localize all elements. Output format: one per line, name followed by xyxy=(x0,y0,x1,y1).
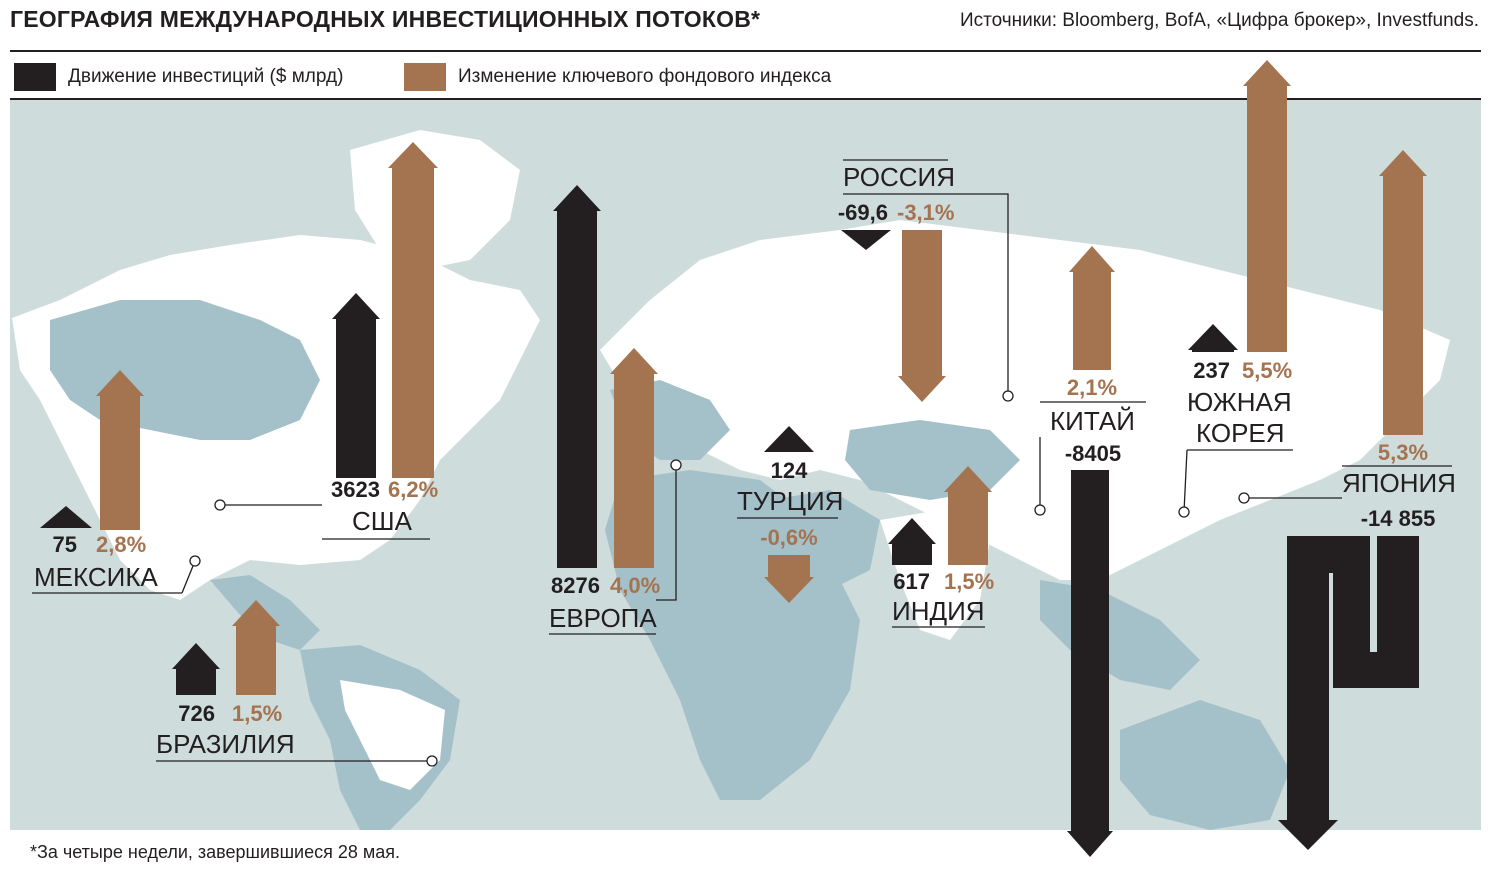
source-note: Источники: Bloomberg, BofA, «Цифра броке… xyxy=(959,10,1479,31)
bar-investment-china xyxy=(1067,470,1113,857)
leader-japan-dot xyxy=(1238,492,1250,504)
bar-investment-brazil xyxy=(172,643,220,695)
value-index-brazil: 1,5% xyxy=(232,701,282,726)
bars xyxy=(40,60,1427,857)
bar-index-mexico xyxy=(96,370,144,530)
label-brazil: БРАЗИЛИЯ xyxy=(156,729,295,759)
label-japan: ЯПОНИЯ xyxy=(1342,468,1456,498)
bar-index-russia xyxy=(898,230,946,402)
label-india: ИНДИЯ xyxy=(892,596,985,626)
leader-russia-dot xyxy=(1002,390,1014,402)
bar-index-usa xyxy=(388,142,438,478)
bar-index-europe xyxy=(610,348,658,568)
value-index-mexico: 2,8% xyxy=(96,532,146,557)
value-index-europe: 4,0% xyxy=(610,573,660,598)
labels: 75 2,8% МЕКСИКА 3623 6,2% США 726 1,5% БРАЗИЛИЯ 8… xyxy=(34,162,1456,759)
bar-index-japan xyxy=(1379,150,1427,435)
leader-korea-dot xyxy=(1178,506,1190,518)
bar-index-korea xyxy=(1243,60,1291,352)
legend-label-index: Изменение ключевого фондового индекса xyxy=(458,66,832,87)
value-index-usa: 6,2% xyxy=(388,477,438,502)
value-investment-europe: 8276 xyxy=(551,573,600,598)
value-investment-india: 617 xyxy=(893,569,930,594)
leader-russia xyxy=(843,193,1009,396)
label-usa: США xyxy=(352,506,413,536)
chart-title: ГЕОГРАФИЯ МЕЖДУНАРОДНЫХ ИНВЕСТИЦИОННЫХ П… xyxy=(10,6,761,32)
legend-label-investment: Движение инвестиций ($ млрд) xyxy=(68,66,344,87)
label-korea-line2: КОРЕЯ xyxy=(1196,418,1285,448)
leader-brazil-dot xyxy=(426,755,438,767)
label-turkey: ТУРЦИЯ xyxy=(737,486,843,516)
value-index-india: 1,5% xyxy=(944,569,994,594)
leader-europe xyxy=(656,465,677,601)
label-korea-line1: ЮЖНАЯ xyxy=(1187,387,1292,417)
label-europe: ЕВРОПА xyxy=(549,603,657,633)
bar-investment-korea xyxy=(1188,324,1238,352)
label-china: КИТАЙ xyxy=(1050,406,1135,436)
leader-europe-dot xyxy=(670,459,682,471)
leader-usa-dot xyxy=(214,499,226,511)
leader-mexico xyxy=(181,560,196,594)
leader-mexico-dot xyxy=(189,555,201,567)
value-index-turkey: -0,6% xyxy=(760,525,817,550)
bar-investment-india xyxy=(888,518,936,565)
bar-investment-usa xyxy=(332,293,380,478)
bar-investment-mexico xyxy=(40,506,92,528)
value-investment-usa: 3623 xyxy=(331,477,380,502)
bar-investment-japan xyxy=(1278,536,1419,850)
value-index-russia: -3,1% xyxy=(897,200,954,225)
map-brazil xyxy=(340,680,445,790)
bar-index-china xyxy=(1069,246,1115,370)
value-investment-brazil: 726 xyxy=(178,701,215,726)
value-investment-mexico: 75 xyxy=(53,532,77,557)
value-investment-korea: 237 xyxy=(1193,358,1230,383)
title-rule xyxy=(10,50,1481,52)
legend-rule xyxy=(10,98,1481,100)
label-russia: РОССИЯ xyxy=(843,162,955,192)
legend-item-investment: Движение инвестиций ($ млрд) xyxy=(14,62,343,92)
bar-investment-turkey xyxy=(764,426,814,452)
leader-korea xyxy=(1183,449,1188,513)
value-index-china: 2,1% xyxy=(1067,375,1117,400)
bar-investment-europe xyxy=(553,185,601,568)
legend-item-index: Изменение ключевого фондового индекса xyxy=(404,62,831,92)
legend-swatch-investment xyxy=(14,63,56,91)
value-index-korea: 5,5% xyxy=(1242,358,1292,383)
bar-index-india xyxy=(944,466,992,565)
bar-investment-russia xyxy=(841,230,891,250)
leader-lines xyxy=(32,159,1452,767)
value-investment-china: -8405 xyxy=(1065,441,1121,466)
bar-index-turkey xyxy=(764,555,814,603)
label-mexico: МЕКСИКА xyxy=(34,562,158,592)
footnote: *За четыре недели, завершившиеся 28 мая. xyxy=(30,842,401,862)
legend-swatch-index xyxy=(404,63,446,91)
bar-index-brazil xyxy=(232,600,280,695)
map-australia xyxy=(1120,700,1290,830)
leader-china-dot xyxy=(1034,504,1046,516)
value-investment-japan: -14 855 xyxy=(1361,506,1436,531)
value-investment-turkey: 124 xyxy=(771,458,808,483)
value-index-japan: 5,3% xyxy=(1378,440,1428,465)
value-investment-russia: -69,6 xyxy=(838,200,888,225)
